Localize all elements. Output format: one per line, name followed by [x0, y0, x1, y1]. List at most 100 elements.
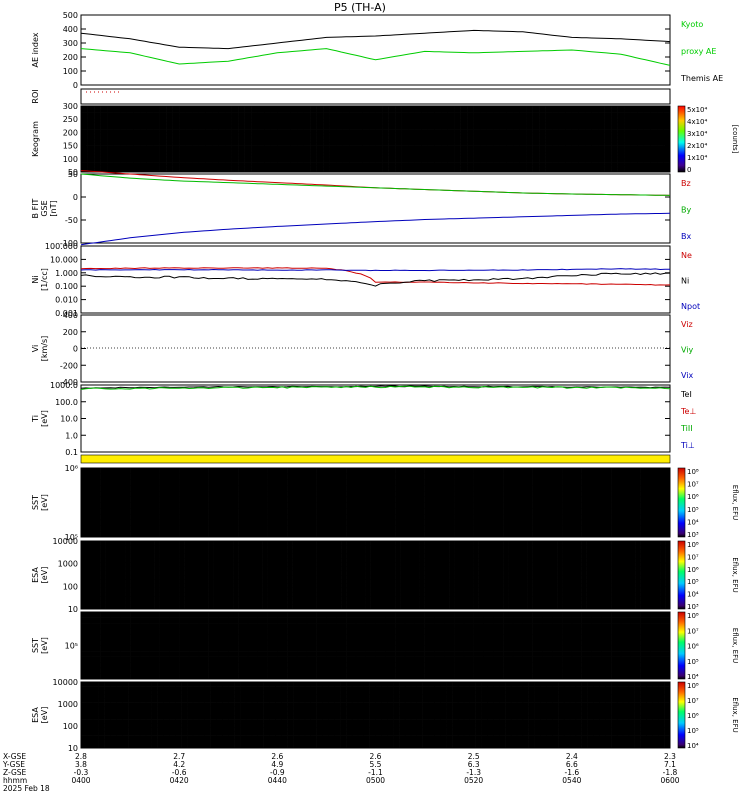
panel-ylabel: AE index: [31, 32, 40, 67]
colorbar-tick: 10⁸: [687, 541, 699, 549]
xaxis-tick-label: 5.5: [370, 760, 382, 769]
colorbar-tick: 10⁵: [687, 506, 699, 514]
spectrogram-esa-i: [81, 682, 671, 749]
panel-ylabel: Keogram: [31, 121, 40, 157]
panel-tick-label: 0: [73, 193, 78, 202]
xaxis-tick-label: 0440: [268, 776, 287, 785]
colorbar-tick: 10⁶: [687, 566, 699, 574]
panel-tick-label: 10: [68, 744, 78, 753]
colorbar-tick: 10⁸: [687, 682, 699, 690]
panel-ylabel: [nT]: [49, 200, 58, 216]
panel-tick-label: 50: [68, 168, 78, 177]
panel-tick-label: 500: [63, 11, 78, 20]
xaxis-tick-label: 4.9: [271, 760, 283, 769]
colorbar-tick: 10⁴: [687, 591, 699, 599]
xaxis-tick-label: 7.1: [664, 760, 676, 769]
panel-tick-label: 0.100: [55, 282, 78, 291]
panel-tick-label: 0.001: [55, 309, 78, 318]
panel-ylabel: [eV]: [40, 567, 49, 584]
xaxis-tick-label: 2.5: [468, 752, 480, 761]
panel-ylabel: [eV]: [40, 637, 49, 654]
panel-tick-label: 10.0: [60, 415, 78, 424]
panel-tick-label: 400: [63, 311, 78, 320]
panel-tick-label: 0.1: [65, 448, 78, 457]
panel-ylabel: GSE: [40, 200, 49, 216]
legend-entry: Npot: [681, 302, 700, 311]
legend-entry: TeI: [680, 390, 692, 399]
panel-tick-label: 10: [68, 605, 78, 614]
colorbar-tick: 10⁵: [687, 727, 699, 735]
panel-tick-label: 10000: [53, 678, 78, 687]
series-bx: [80, 212, 671, 246]
panel-tick-label: 300: [63, 39, 78, 48]
panel-tick-label: 100: [63, 582, 78, 591]
panel-tick-label: -100: [60, 239, 78, 248]
panel-tick-label: 200: [63, 128, 78, 137]
panel-tick-label: 1000: [58, 560, 78, 569]
colorbar-tick: 10³: [687, 531, 699, 539]
xaxis-tick-label: 0400: [71, 776, 90, 785]
colorbar-label: Eflux, EFU: [731, 557, 739, 592]
series-npot: [80, 268, 670, 272]
panel-tick-label: -400: [60, 378, 78, 387]
xaxis-tick-label: 0600: [660, 776, 679, 785]
colorbar-label: Eflux, EFU: [731, 628, 739, 663]
panel-tick-label: 10000: [53, 537, 78, 546]
panel-ylabel: [eV]: [40, 494, 49, 511]
panel-frame-ae: [80, 14, 671, 86]
panel-tick-label: 300: [63, 102, 78, 111]
spectrogram-sst-e: [81, 468, 671, 538]
xaxis-tick-label: -1.1: [368, 768, 383, 777]
colorbar-tick: 10⁶: [687, 643, 699, 651]
xaxis-tick-label: -0.6: [172, 768, 187, 777]
colorbar-keogram: [677, 105, 686, 173]
xaxis-tick-label: -1.3: [466, 768, 481, 777]
spectrogram-sst-i: [81, 612, 671, 680]
legend-entry: Themis AE: [680, 74, 723, 83]
series-ne: [80, 267, 671, 286]
panel-tick-label: 0: [73, 81, 78, 90]
panel-tick-label: 100: [63, 722, 78, 731]
xaxis-row-label: Y-GSE: [2, 760, 25, 769]
panel-ylabel: ESA: [31, 707, 40, 723]
xaxis-tick-label: 2.3: [664, 752, 676, 761]
xaxis-tick-label: 0540: [562, 776, 581, 785]
colorbar-tick: 10⁴: [687, 673, 699, 681]
colorbar-tick: 3x10⁴: [687, 130, 708, 138]
colorbar-label: Eflux, EFU: [731, 697, 739, 732]
xaxis-tick-label: 2.6: [370, 752, 382, 761]
xaxis-row-label: Z-GSE: [3, 768, 27, 777]
xaxis-row-label: X-GSE: [3, 752, 26, 761]
series-tei: [80, 385, 671, 389]
spectrogram-keogram: [81, 106, 671, 173]
plot-title: P5 (TH-A): [334, 1, 386, 14]
xaxis-tick-label: -0.9: [270, 768, 285, 777]
panel-frame-ni: [80, 245, 671, 314]
colorbar-label: [counts]: [731, 125, 739, 154]
panel-ylabel: [1/cc]: [40, 268, 49, 291]
panel-ylabel: [km/s]: [40, 336, 49, 362]
panel-tick-label: 250: [63, 115, 78, 124]
legend-entry: By: [681, 206, 691, 215]
colorbar-tick: 10⁷: [687, 481, 699, 489]
colorbar-sst-i: [677, 611, 686, 680]
orbit-flag-bar: [80, 454, 671, 464]
panel-tick-label: 0.010: [55, 296, 78, 305]
panel-ylabel: Ni: [31, 275, 40, 283]
colorbar-tick: 2x10⁴: [687, 142, 708, 150]
xaxis-tick-label: 0420: [170, 776, 189, 785]
legend-entry: Vix: [681, 371, 694, 380]
panel-ylabel: ESA: [31, 567, 40, 583]
panel-tick-label: 10⁵: [65, 533, 78, 542]
panel-tick-label: 1000: [58, 700, 78, 709]
colorbar-tick: 1x10⁴: [687, 154, 708, 162]
colorbar-tick: 10⁶: [687, 712, 699, 720]
xaxis-tick-label: -1.6: [565, 768, 580, 777]
colorbar-tick: 0: [687, 166, 691, 174]
panel-frame-bfgm: [80, 173, 671, 244]
panel-tick-label: 1000.0: [50, 381, 78, 390]
panel-tick-label: 1.000: [55, 269, 78, 278]
colorbar-sst-e: [677, 467, 686, 538]
xaxis-tick-label: 3.8: [75, 760, 87, 769]
